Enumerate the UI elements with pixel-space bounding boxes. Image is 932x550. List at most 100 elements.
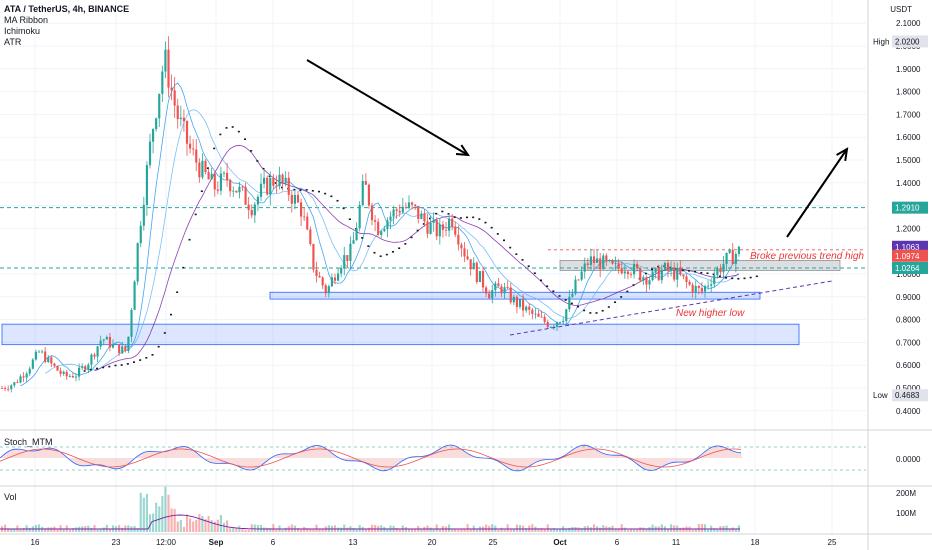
candle-body (124, 346, 127, 352)
candle-body (108, 336, 111, 348)
candle-body (87, 364, 90, 370)
candle-body (580, 271, 583, 280)
volume-bar (44, 528, 47, 532)
candle-body (19, 376, 22, 383)
annotation-trend-high: Broke previous trend high (750, 251, 864, 262)
candle-body (383, 229, 386, 232)
volume-bar (497, 529, 500, 532)
indicator-atr[interactable]: ATR (4, 37, 22, 47)
ichimoku-dot (268, 175, 271, 178)
volume-bar (543, 529, 546, 532)
ichimoku-dot (385, 253, 388, 256)
ichimoku-dot (694, 270, 697, 273)
candle-body (28, 368, 31, 374)
volume-bar (355, 528, 358, 532)
candle-body (241, 186, 244, 188)
ichimoku-dot (725, 277, 727, 279)
candle-body (244, 186, 247, 205)
high-marker-label: High (873, 37, 889, 46)
ichimoku-dot (478, 218, 481, 220)
resistance-zone (559, 260, 841, 271)
ichimoku-dot (392, 250, 394, 253)
candle-body (41, 351, 44, 353)
ichimoku-dot (157, 345, 160, 348)
volume-bar (22, 528, 25, 532)
stoch-tick-label: 0.0000 (896, 455, 921, 464)
candle-body (629, 274, 633, 275)
vol-tick-label: 100M (896, 509, 916, 518)
candle-body (389, 216, 392, 221)
price-tag-box (892, 261, 928, 274)
candle-body (518, 299, 522, 307)
candle-body (253, 204, 256, 216)
volume-bar (4, 524, 7, 532)
volume-bar (229, 528, 232, 532)
volume-bar (636, 528, 639, 532)
stoch-k-line (0, 444, 742, 472)
volume-bar (56, 528, 59, 532)
ichimoku-dot (558, 295, 561, 297)
candle-body (53, 363, 56, 367)
volume-bar (599, 527, 602, 532)
candle-body (263, 177, 266, 184)
ichimoku-dot (96, 367, 98, 370)
volume-bar (645, 528, 648, 532)
candle-body (44, 351, 47, 363)
candle-body (367, 184, 370, 206)
candle-body (333, 277, 337, 281)
ichimoku-dot (620, 296, 623, 298)
indicator-ma-ribbon[interactable]: MA Ribbon (4, 15, 49, 25)
time-tick-label: 6 (615, 538, 620, 547)
candle-body (525, 306, 528, 311)
volume-bar (703, 524, 707, 532)
volume-bar (284, 527, 287, 532)
ichimoku-dot (595, 312, 598, 314)
volume-bar (204, 519, 207, 532)
candle-body (657, 268, 660, 281)
volume-bar (37, 524, 41, 532)
volume-panel (0, 486, 740, 532)
candle-body (648, 280, 651, 285)
candle-body (226, 172, 229, 181)
ichimoku-dot (188, 238, 191, 241)
candle-body (728, 249, 731, 253)
volume-bar (90, 527, 93, 532)
stoch-label[interactable]: Stoch_MTM (4, 437, 53, 447)
candle-body (68, 376, 71, 377)
volume-bar (454, 528, 457, 532)
indicator-ichimoku[interactable]: Ichimoku (4, 26, 41, 36)
candle-body (713, 275, 716, 285)
volume-bar (296, 527, 300, 532)
ichimoku-dot (126, 363, 129, 365)
candle-body (164, 49, 167, 72)
ichimoku-dot (614, 301, 616, 304)
candle-body (688, 281, 691, 285)
stoch-d-line (0, 448, 742, 468)
ichimoku-dot (503, 239, 505, 242)
candle-body (500, 286, 503, 294)
candle-body (133, 281, 136, 310)
candle-body (318, 275, 321, 278)
candle-body (256, 196, 259, 205)
ichimoku-dot (324, 192, 327, 195)
ichimoku-dot (342, 207, 345, 210)
price-tick-label: 1.0000 (896, 270, 921, 279)
candle-body (522, 299, 525, 311)
candle-body (488, 293, 491, 299)
candle-body (312, 244, 315, 270)
symbol-title: ATA / TetherUS, 4h, BINANCE (4, 4, 130, 14)
candle-body (93, 354, 96, 357)
candle-body (694, 286, 697, 293)
candle-body (377, 221, 380, 235)
volume-bar (629, 529, 633, 532)
candle-body (537, 313, 540, 317)
vol-label[interactable]: Vol (4, 492, 17, 502)
candle-body (725, 252, 728, 265)
candle-body (734, 253, 737, 265)
candle-body (478, 271, 481, 282)
candle-body (115, 343, 118, 345)
moving-averages (20, 82, 740, 387)
volume-bar (734, 528, 737, 532)
candle-body (7, 388, 10, 390)
